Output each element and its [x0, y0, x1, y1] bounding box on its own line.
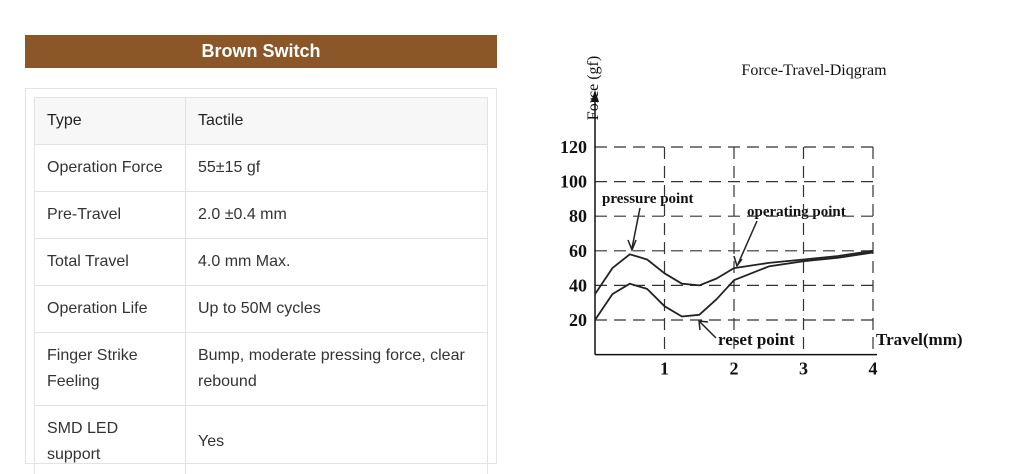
annotation-arrows [627, 207, 758, 339]
spec-value: Up to 50M cycles [185, 285, 488, 333]
table-row: Total Travel 4.0 mm Max. [34, 238, 488, 286]
header-title: Brown Switch [25, 35, 497, 68]
spec-key: Operation Life [34, 285, 186, 333]
spec-value: Bump, moderate pressing force, clear reb… [185, 332, 488, 406]
table-row: Operation Life Up to 50M cycles [34, 285, 488, 333]
spec-value: 2.0 ±0.4 mm [185, 191, 488, 239]
x-axis-label: Travel(mm) [876, 330, 963, 349]
table-row: Type Tactile [34, 97, 488, 145]
y-tick-label: 120 [560, 137, 587, 157]
spec-value: Yes [185, 405, 488, 474]
force-curve [594, 249, 874, 295]
spec-key: SMD LED support [34, 405, 186, 474]
spec-key: Pre-Travel [34, 191, 186, 239]
chart-title: Force-Travel-Diqgram [741, 62, 887, 79]
x-tick-label: 2 [730, 359, 739, 379]
spec-key: Finger Strike Feeling [34, 332, 186, 406]
annotation: reset point [718, 330, 795, 349]
y-tick-label: 80 [569, 206, 587, 226]
y-tick-label: 20 [569, 310, 587, 330]
x-tick-label: 3 [799, 359, 808, 379]
x-tick-label: 1 [660, 359, 669, 379]
table-row: Finger Strike Feeling Bump, moderate pres… [34, 332, 488, 406]
y-axis-arrow [591, 90, 599, 102]
table-row: SMD LED support Yes [34, 405, 488, 474]
spec-value: 55±15 gf [185, 144, 488, 192]
table-row: Operation Force 55±15 gf [34, 144, 488, 192]
spec-table: Type Tactile Operation Force 55±15 gf Pre-Tr… [34, 97, 488, 474]
y-tick-label: 40 [569, 275, 587, 295]
force-curve [594, 251, 874, 321]
spec-key: Total Travel [34, 238, 186, 286]
annotation: operating point [747, 204, 846, 220]
force-travel-chart: Force-Travel-Diqgram Force (gf) Travel(m… [560, 56, 963, 379]
spec-value: 4.0 mm Max. [185, 238, 488, 286]
spec-box: Type Tactile Operation Force 55±15 gf Pre-Tr… [25, 88, 497, 474]
x-tick-label: 4 [869, 359, 878, 379]
y-tick-label: 100 [560, 172, 587, 192]
y-axis-label: Force (gf) [585, 56, 602, 120]
spec-value: Tactile [185, 97, 488, 145]
spec-key: Type [34, 97, 186, 145]
table-row: Pre-Travel 2.0 ±0.4 mm [34, 191, 488, 239]
annotation: pressure point [602, 191, 694, 207]
y-tick-label: 60 [569, 241, 587, 261]
spec-key: Operation Force [34, 144, 186, 192]
